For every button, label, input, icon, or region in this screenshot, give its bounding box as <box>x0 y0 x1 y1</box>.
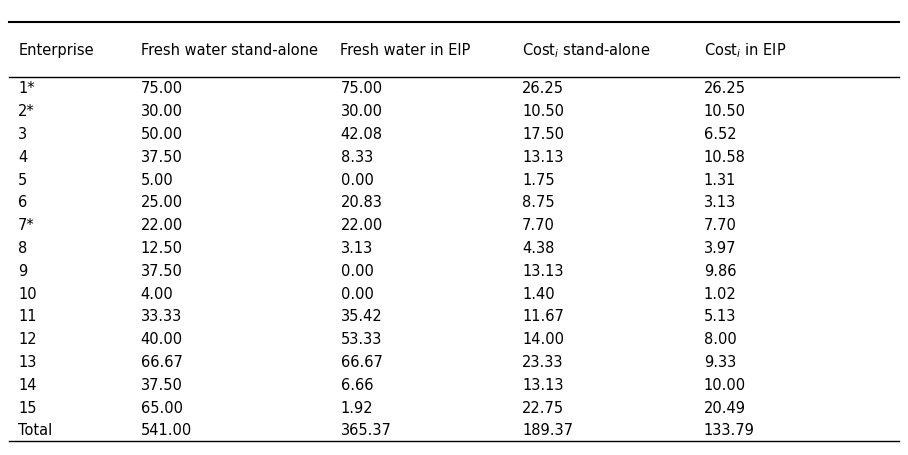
Text: 189.37: 189.37 <box>522 423 573 437</box>
Text: 1*: 1* <box>18 81 35 96</box>
Text: 75.00: 75.00 <box>340 81 382 96</box>
Text: 10.58: 10.58 <box>704 150 745 164</box>
Text: 15: 15 <box>18 400 36 415</box>
Text: 9.86: 9.86 <box>704 263 736 278</box>
Text: 10.50: 10.50 <box>522 104 564 119</box>
Text: 2*: 2* <box>18 104 35 119</box>
Text: 8: 8 <box>18 241 27 255</box>
Text: 11: 11 <box>18 309 36 324</box>
Text: 133.79: 133.79 <box>704 423 755 437</box>
Text: 9.33: 9.33 <box>704 354 736 369</box>
Text: Cost$_i$ stand-alone: Cost$_i$ stand-alone <box>522 40 650 60</box>
Text: 0.00: 0.00 <box>340 263 373 278</box>
Text: 35.42: 35.42 <box>340 309 382 324</box>
Text: 8.75: 8.75 <box>522 195 555 210</box>
Text: 22.00: 22.00 <box>141 218 183 233</box>
Text: 8.00: 8.00 <box>704 332 736 346</box>
Text: 66.67: 66.67 <box>141 354 183 369</box>
Text: 10.50: 10.50 <box>704 104 745 119</box>
Text: 541.00: 541.00 <box>141 423 192 437</box>
Text: 6.52: 6.52 <box>704 127 736 142</box>
Text: 10: 10 <box>18 286 37 301</box>
Text: 53.33: 53.33 <box>340 332 382 346</box>
Text: 4.00: 4.00 <box>141 286 173 301</box>
Text: 3.97: 3.97 <box>704 241 736 255</box>
Text: 22.00: 22.00 <box>340 218 383 233</box>
Text: 3: 3 <box>18 127 27 142</box>
Text: 365.37: 365.37 <box>340 423 391 437</box>
Text: 3.13: 3.13 <box>340 241 373 255</box>
Text: 30.00: 30.00 <box>340 104 382 119</box>
Text: Total: Total <box>18 423 53 437</box>
Text: 8.33: 8.33 <box>340 150 373 164</box>
Text: 0.00: 0.00 <box>340 172 373 187</box>
Text: 5: 5 <box>18 172 27 187</box>
Text: 33.33: 33.33 <box>141 309 182 324</box>
Text: 10.00: 10.00 <box>704 377 745 392</box>
Text: 1.92: 1.92 <box>340 400 373 415</box>
Text: 12.50: 12.50 <box>141 241 183 255</box>
Text: 37.50: 37.50 <box>141 150 183 164</box>
Text: 12: 12 <box>18 332 37 346</box>
Text: 23.33: 23.33 <box>522 354 564 369</box>
Text: 7*: 7* <box>18 218 35 233</box>
Text: 7.70: 7.70 <box>522 218 555 233</box>
Text: 0.00: 0.00 <box>340 286 373 301</box>
Text: 14: 14 <box>18 377 36 392</box>
Text: 25.00: 25.00 <box>141 195 183 210</box>
Text: 7.70: 7.70 <box>704 218 736 233</box>
Text: 6.66: 6.66 <box>340 377 373 392</box>
Text: 1.31: 1.31 <box>704 172 736 187</box>
Text: 37.50: 37.50 <box>141 263 183 278</box>
Text: 1.75: 1.75 <box>522 172 555 187</box>
Text: 50.00: 50.00 <box>141 127 183 142</box>
Text: 30.00: 30.00 <box>141 104 183 119</box>
Text: 26.25: 26.25 <box>704 81 745 96</box>
Text: 40.00: 40.00 <box>141 332 183 346</box>
Text: 9: 9 <box>18 263 27 278</box>
Text: Fresh water stand-alone: Fresh water stand-alone <box>141 43 318 57</box>
Text: 17.50: 17.50 <box>522 127 564 142</box>
Text: 3.13: 3.13 <box>704 195 736 210</box>
Text: 5.00: 5.00 <box>141 172 173 187</box>
Text: 4.38: 4.38 <box>522 241 555 255</box>
Text: Cost$_i$ in EIP: Cost$_i$ in EIP <box>704 40 786 60</box>
Text: 11.67: 11.67 <box>522 309 564 324</box>
Text: 13: 13 <box>18 354 36 369</box>
Text: 20.83: 20.83 <box>340 195 382 210</box>
Text: 13.13: 13.13 <box>522 377 564 392</box>
Text: 13.13: 13.13 <box>522 150 564 164</box>
Text: 65.00: 65.00 <box>141 400 183 415</box>
Text: 22.75: 22.75 <box>522 400 564 415</box>
Text: 6: 6 <box>18 195 27 210</box>
Text: 1.40: 1.40 <box>522 286 555 301</box>
Text: 4: 4 <box>18 150 27 164</box>
Text: 5.13: 5.13 <box>704 309 736 324</box>
Text: 37.50: 37.50 <box>141 377 183 392</box>
Text: 42.08: 42.08 <box>340 127 382 142</box>
Text: Fresh water in EIP: Fresh water in EIP <box>340 43 471 57</box>
Text: Enterprise: Enterprise <box>18 43 94 57</box>
Text: 66.67: 66.67 <box>340 354 382 369</box>
Text: 14.00: 14.00 <box>522 332 564 346</box>
Text: 26.25: 26.25 <box>522 81 564 96</box>
Text: 75.00: 75.00 <box>141 81 183 96</box>
Text: 20.49: 20.49 <box>704 400 745 415</box>
Text: 1.02: 1.02 <box>704 286 736 301</box>
Text: 13.13: 13.13 <box>522 263 564 278</box>
